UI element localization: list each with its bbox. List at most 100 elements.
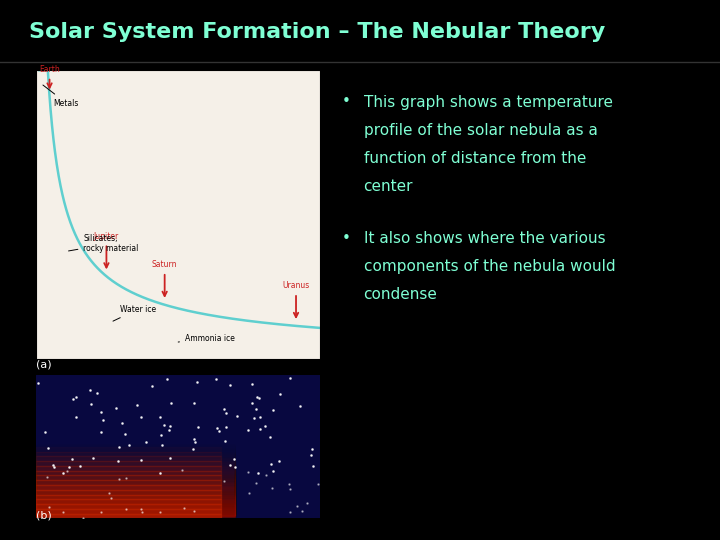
Point <box>284 508 295 517</box>
Point <box>112 457 124 465</box>
Point <box>188 507 199 515</box>
Text: Silicates,
rocky material: Silicates, rocky material <box>68 234 139 253</box>
Bar <box>36 447 221 451</box>
Bar <box>36 495 235 516</box>
Bar <box>36 455 235 514</box>
Bar <box>36 466 235 515</box>
Text: Metals: Metals <box>43 85 79 107</box>
Point <box>211 424 222 433</box>
Point <box>61 467 73 476</box>
Point <box>47 460 58 469</box>
Point <box>189 399 200 407</box>
Point <box>156 441 168 450</box>
Point <box>103 489 114 498</box>
Bar <box>36 513 235 517</box>
Point <box>95 408 107 417</box>
Bar <box>36 453 235 514</box>
Point <box>163 454 175 462</box>
Bar <box>36 490 235 516</box>
Point <box>266 484 278 492</box>
Point <box>154 508 166 516</box>
Bar <box>36 449 235 514</box>
Text: Earth: Earth <box>39 65 60 74</box>
Text: This graph shows a temperature: This graph shows a temperature <box>364 94 613 110</box>
Bar <box>36 496 235 516</box>
Point <box>146 381 158 390</box>
Point <box>161 375 172 384</box>
Point <box>96 416 108 424</box>
Text: condense: condense <box>364 287 438 302</box>
Point <box>251 393 263 402</box>
Point <box>137 508 148 516</box>
Bar <box>36 451 235 514</box>
Point <box>297 507 308 516</box>
Point <box>284 480 295 488</box>
Bar <box>36 509 235 517</box>
Bar <box>36 475 221 480</box>
Text: components of the nebula would: components of the nebula would <box>364 259 615 274</box>
Bar <box>36 409 221 414</box>
Bar <box>36 467 235 515</box>
Bar <box>36 516 235 517</box>
Point <box>273 457 284 465</box>
Bar <box>36 404 221 409</box>
Bar <box>36 441 235 514</box>
Point <box>74 462 86 470</box>
Point <box>135 456 147 464</box>
Point <box>254 413 266 422</box>
Bar <box>36 475 235 515</box>
Point <box>91 388 103 397</box>
Text: (b): (b) <box>36 510 52 521</box>
Bar <box>36 460 235 514</box>
Point <box>117 419 128 428</box>
Text: •: • <box>342 231 351 246</box>
Point <box>57 469 68 477</box>
Bar <box>36 454 235 514</box>
Point <box>251 404 262 413</box>
Point <box>155 430 166 439</box>
Bar <box>36 466 221 471</box>
Bar <box>36 481 235 515</box>
Point <box>267 406 279 415</box>
Bar <box>36 437 221 442</box>
Point <box>41 472 53 481</box>
Bar <box>36 505 235 516</box>
Point <box>248 414 259 422</box>
Bar <box>36 471 221 475</box>
Bar <box>36 472 235 515</box>
Text: •: • <box>342 94 351 110</box>
Point <box>267 467 279 476</box>
Bar <box>36 517 235 518</box>
Text: center: center <box>364 179 413 194</box>
Bar <box>36 450 235 514</box>
Point <box>42 444 54 453</box>
Point <box>243 468 254 476</box>
Bar <box>36 476 235 515</box>
Bar <box>36 495 221 500</box>
Bar <box>36 461 235 515</box>
Y-axis label: Temperature (K): Temperature (K) <box>0 180 5 249</box>
Bar <box>36 444 235 514</box>
Point <box>225 381 236 389</box>
Bar <box>36 497 235 516</box>
Bar <box>36 399 221 404</box>
Bar <box>36 394 221 399</box>
Bar <box>36 433 221 437</box>
Point <box>32 379 44 387</box>
Point <box>307 462 319 471</box>
Bar <box>36 500 235 516</box>
Point <box>43 503 55 511</box>
Point <box>87 454 99 463</box>
Point <box>228 455 240 463</box>
Bar <box>36 458 235 514</box>
Bar <box>36 451 221 456</box>
Point <box>305 451 317 460</box>
Point <box>120 504 132 513</box>
Point <box>192 423 204 431</box>
Point <box>95 428 107 436</box>
Point <box>110 404 122 413</box>
Point <box>246 380 257 389</box>
Text: function of distance from the: function of distance from the <box>364 151 586 166</box>
Bar <box>36 469 235 515</box>
Point <box>188 444 199 453</box>
